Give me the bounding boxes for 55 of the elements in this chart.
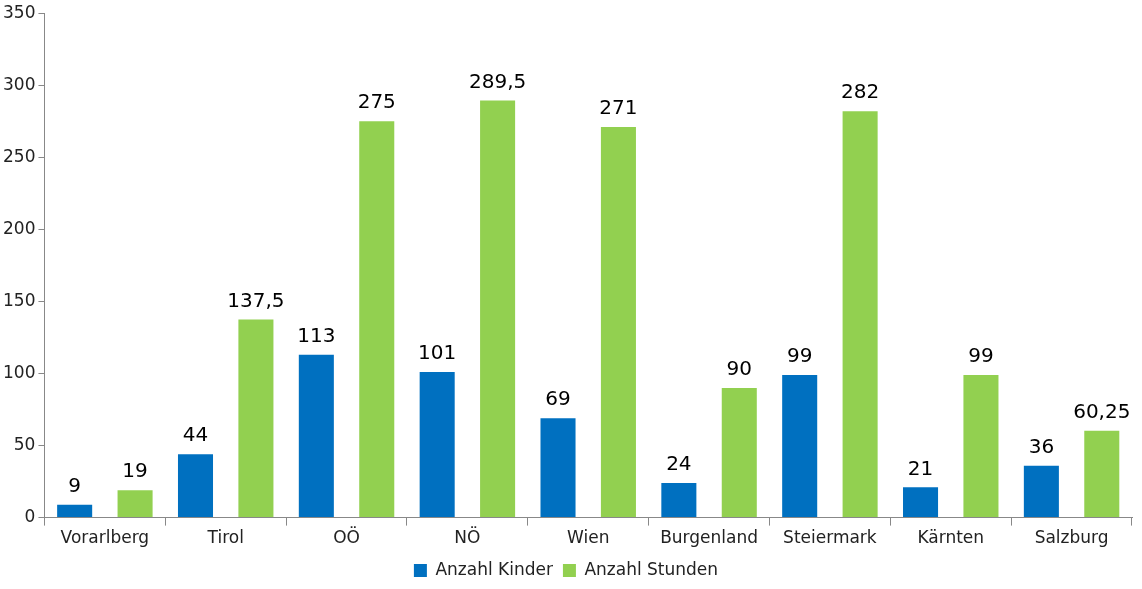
bar: [842, 111, 878, 518]
data-label: 9: [68, 472, 82, 497]
data-label: 90: [726, 356, 752, 381]
bar: [298, 354, 334, 518]
y-tick-label: 200: [2, 217, 36, 238]
x-tick-label: Burgenland: [660, 527, 758, 548]
x-tick-label: NÖ: [454, 526, 481, 548]
data-label: 282: [841, 79, 880, 104]
bar: [419, 372, 455, 518]
data-label: 69: [545, 386, 571, 411]
x-tick-label: Salzburg: [1034, 527, 1109, 548]
y-tick-label: 150: [2, 289, 36, 310]
y-tick-label: 350: [2, 1, 36, 22]
data-label: 271: [599, 95, 638, 120]
data-label: 99: [968, 343, 994, 368]
bar: [238, 319, 274, 518]
data-label: 99: [786, 343, 813, 368]
data-label: 289,5: [468, 68, 527, 93]
bar: [177, 454, 214, 518]
data-label: 21: [907, 455, 934, 480]
y-tick-label: 250: [2, 145, 36, 166]
y-tick-label: 300: [2, 73, 36, 94]
bar: [480, 100, 516, 518]
x-tick-label: Kärnten: [917, 527, 985, 548]
data-label: 19: [122, 458, 148, 483]
y-tick-label: 0: [24, 506, 36, 527]
bar: [540, 418, 576, 518]
y-tick-label: 100: [2, 361, 36, 382]
data-label: 101: [418, 340, 457, 365]
data-label: 113: [297, 322, 336, 347]
y-tick-label: 50: [13, 433, 36, 454]
data-label: 137,5: [227, 287, 285, 312]
data-label: 36: [1028, 433, 1055, 458]
bar: [782, 374, 818, 518]
bar: [903, 487, 939, 518]
x-tick-label: Vorarlberg: [60, 527, 150, 548]
bar: [600, 127, 636, 518]
legend-label: Anzahl Kinder: [435, 558, 553, 579]
bar: [359, 121, 395, 518]
x-tick-label: Wien: [567, 527, 610, 548]
bar: [1084, 430, 1120, 518]
bar: [57, 504, 93, 518]
data-label: 24: [666, 451, 692, 476]
bar: [721, 387, 757, 518]
bar: [661, 483, 697, 518]
bar: [1023, 465, 1059, 518]
x-tick-label: Steiermark: [783, 527, 877, 548]
x-tick-label: Tirol: [206, 527, 244, 548]
data-label: 275: [357, 89, 396, 114]
data-label: 60,25: [1073, 398, 1131, 423]
data-label: 44: [182, 422, 209, 447]
bar: [117, 490, 153, 518]
bar: [963, 374, 999, 518]
x-tick-label: OÖ: [333, 526, 360, 548]
legend-label: Anzahl Stunden: [584, 558, 719, 579]
